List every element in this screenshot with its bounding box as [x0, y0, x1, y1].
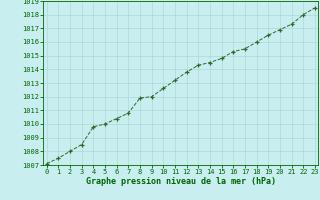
- X-axis label: Graphe pression niveau de la mer (hPa): Graphe pression niveau de la mer (hPa): [86, 177, 276, 186]
